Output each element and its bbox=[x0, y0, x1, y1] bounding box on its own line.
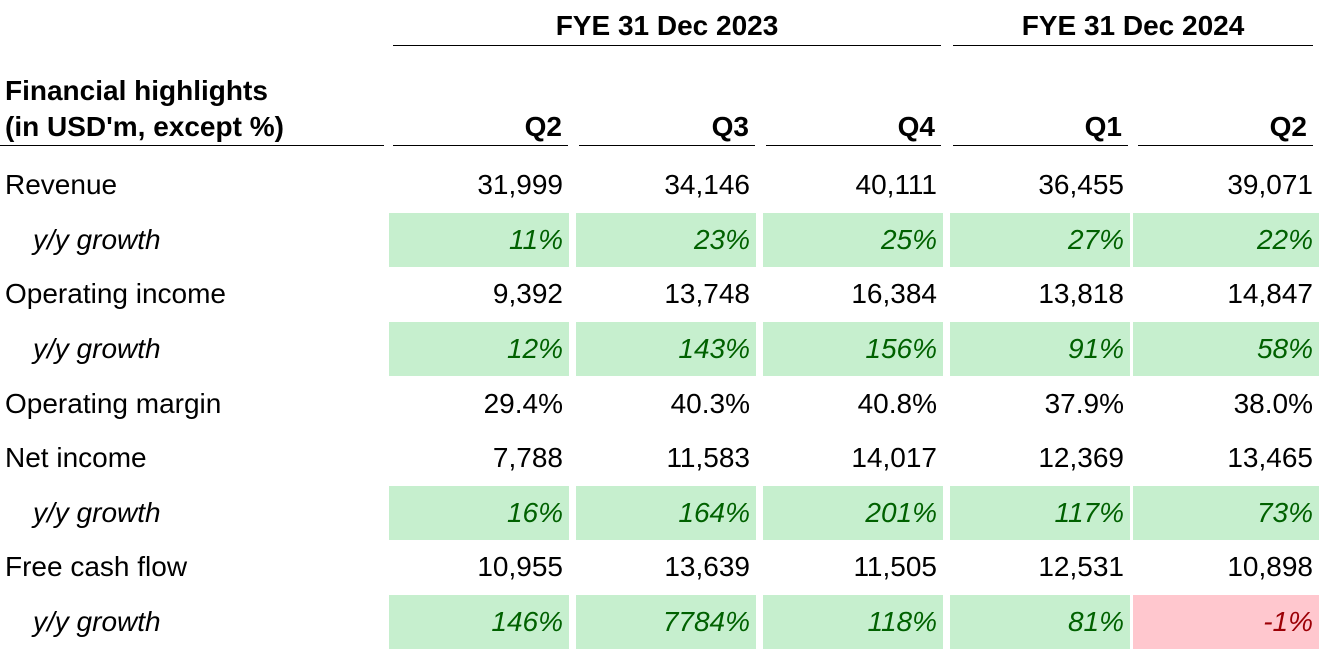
growth-cell: 143% bbox=[576, 322, 756, 376]
year-header-underline bbox=[953, 45, 1313, 46]
value-cell: 38.0% bbox=[1233, 388, 1313, 419]
value-cell: 7,788 bbox=[492, 442, 563, 473]
value-cell: 10,955 bbox=[477, 551, 563, 582]
growth-cell: 146% bbox=[389, 595, 569, 649]
metric-row-label: Revenue bbox=[5, 169, 118, 200]
growth-cell: 201% bbox=[763, 486, 943, 540]
value-cell: 34,146 bbox=[664, 169, 750, 200]
value-cell: 37.9% bbox=[1044, 388, 1124, 419]
year-header-2023: FYE 31 Dec 2023 bbox=[555, 10, 779, 41]
growth-cell: -1% bbox=[1133, 595, 1319, 649]
growth-cell: 7784% bbox=[576, 595, 756, 649]
value-cell: 12,531 bbox=[1038, 551, 1124, 582]
growth-cell: 16% bbox=[389, 486, 569, 540]
title-underline bbox=[0, 145, 384, 146]
growth-cell: 164% bbox=[576, 486, 756, 540]
value-cell: 13,465 bbox=[1227, 442, 1313, 473]
quarter-header: Q4 bbox=[897, 111, 935, 142]
quarter-header: Q2 bbox=[524, 111, 562, 142]
growth-cell: 118% bbox=[763, 595, 943, 649]
value-cell: 39,071 bbox=[1227, 169, 1313, 200]
growth-row-label: y/y growth bbox=[33, 333, 161, 364]
growth-row-label: y/y growth bbox=[33, 606, 161, 637]
growth-cell: 23% bbox=[576, 213, 756, 267]
growth-cell: 117% bbox=[950, 486, 1130, 540]
value-cell: 14,017 bbox=[851, 442, 937, 473]
growth-cell: 12% bbox=[389, 322, 569, 376]
value-cell: 12,369 bbox=[1038, 442, 1124, 473]
value-cell: 29.4% bbox=[483, 388, 563, 419]
quarter-header-underline bbox=[579, 145, 755, 146]
growth-cell: 25% bbox=[763, 213, 943, 267]
value-cell: 13,748 bbox=[664, 278, 750, 309]
growth-row-label: y/y growth bbox=[33, 224, 161, 255]
growth-cell: 58% bbox=[1133, 322, 1319, 376]
metric-row-label: Net income bbox=[5, 442, 147, 473]
value-cell: 10,898 bbox=[1227, 551, 1313, 582]
quarter-header-underline bbox=[953, 145, 1128, 146]
value-cell: 13,818 bbox=[1038, 278, 1124, 309]
growth-cell: 11% bbox=[389, 213, 569, 267]
value-cell: 31,999 bbox=[477, 169, 563, 200]
quarter-header-underline bbox=[393, 145, 568, 146]
metric-row-label: Free cash flow bbox=[5, 551, 188, 582]
year-header-underline bbox=[393, 45, 941, 46]
value-cell: 16,384 bbox=[851, 278, 937, 309]
quarter-header: Q1 bbox=[1084, 111, 1122, 142]
quarter-header-underline bbox=[766, 145, 941, 146]
year-header-2024: FYE 31 Dec 2024 bbox=[1021, 10, 1245, 41]
growth-cell: 91% bbox=[950, 322, 1130, 376]
metric-row-label: Operating margin bbox=[5, 388, 222, 419]
metric-row-label: Operating income bbox=[5, 278, 227, 309]
growth-cell: 27% bbox=[950, 213, 1130, 267]
growth-cell: 73% bbox=[1133, 486, 1319, 540]
growth-cell: 156% bbox=[763, 322, 943, 376]
growth-cell: 81% bbox=[950, 595, 1130, 649]
quarter-header-underline bbox=[1138, 145, 1313, 146]
quarter-header: Q3 bbox=[711, 111, 749, 142]
value-cell: 40,111 bbox=[855, 169, 937, 200]
value-cell: 13,639 bbox=[664, 551, 750, 582]
value-cell: 36,455 bbox=[1038, 169, 1124, 200]
growth-cell: 22% bbox=[1133, 213, 1319, 267]
quarter-header: Q2 bbox=[1269, 111, 1307, 142]
value-cell: 11,583 bbox=[666, 442, 750, 473]
table-subtitle: (in USD'm, except %) bbox=[5, 111, 284, 142]
growth-row-label: y/y growth bbox=[33, 497, 161, 528]
value-cell: 40.8% bbox=[857, 388, 937, 419]
value-cell: 9,392 bbox=[492, 278, 563, 309]
value-cell: 40.3% bbox=[670, 388, 750, 419]
value-cell: 14,847 bbox=[1227, 278, 1313, 309]
value-cell: 11,505 bbox=[853, 551, 937, 582]
table-title: Financial highlights bbox=[5, 75, 268, 106]
